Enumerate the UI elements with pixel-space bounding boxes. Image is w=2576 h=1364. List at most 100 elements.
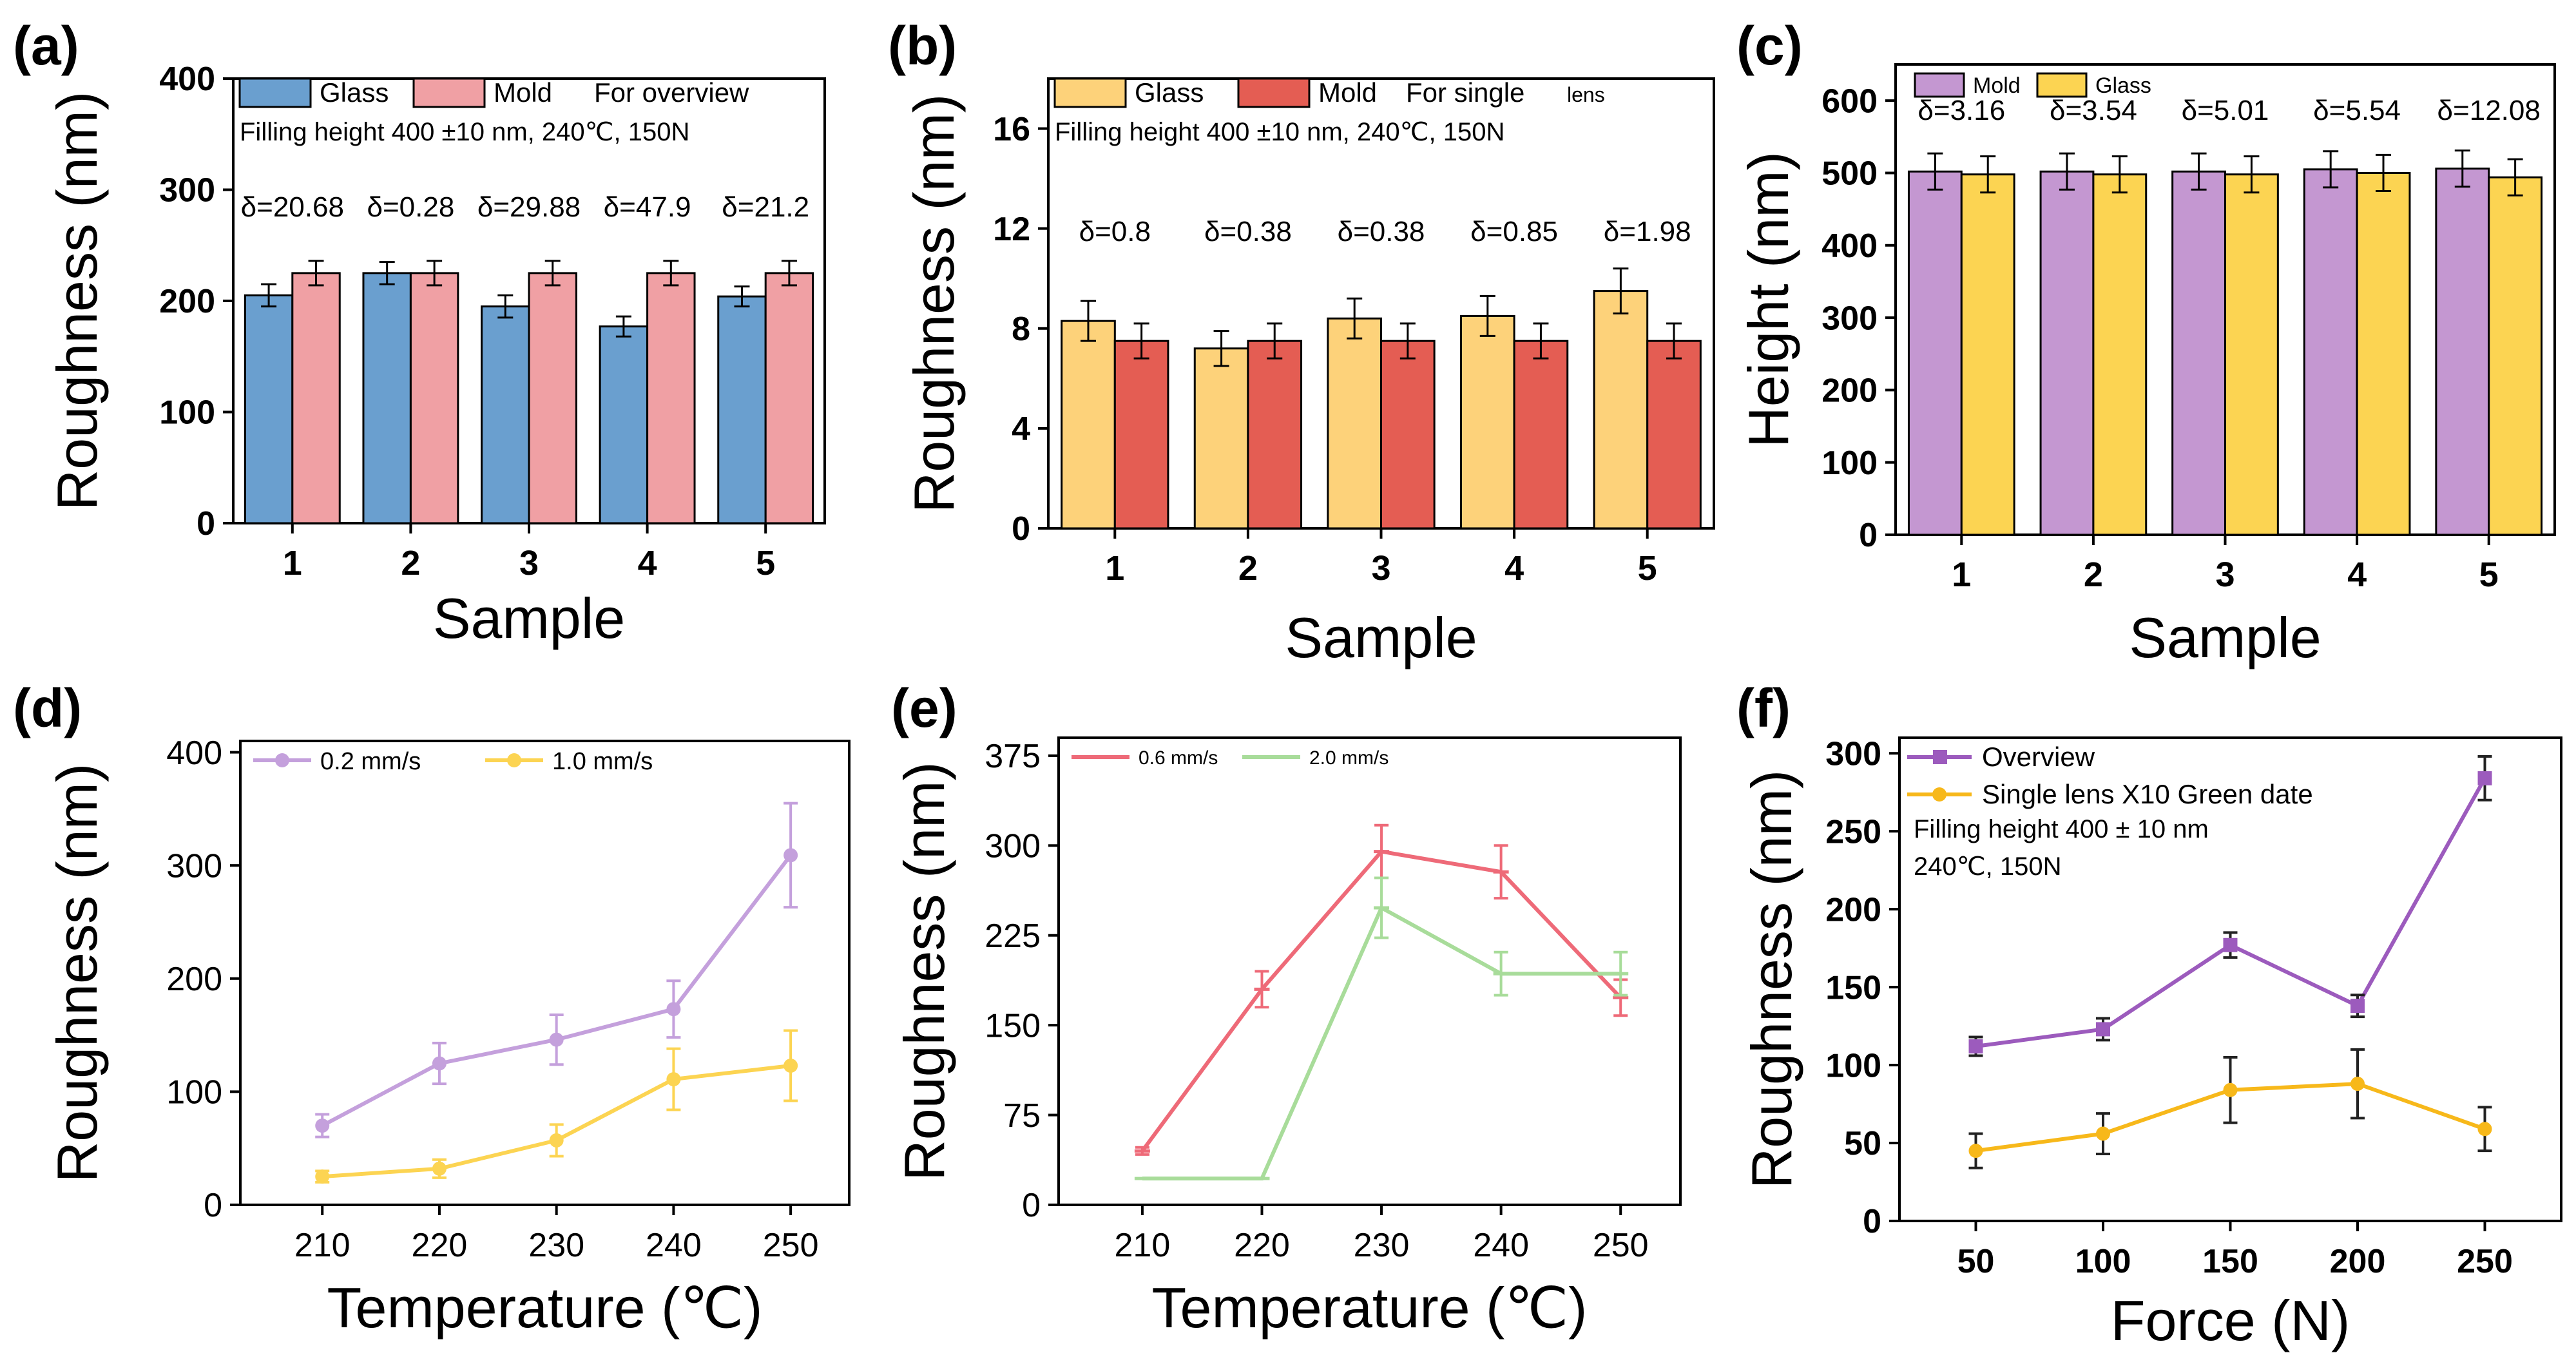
bar-glass-2 [362, 272, 412, 524]
bar-glass-4 [1459, 314, 1515, 530]
y-axis-title: Height (nm) [1736, 151, 1800, 448]
bar-mold-5 [2435, 168, 2490, 536]
y-tick-label: 200 [1825, 891, 1881, 928]
series-0-point [2096, 1022, 2110, 1037]
bar-mold-5 [764, 272, 814, 524]
annotation: 240℃, 150N [1914, 852, 2062, 881]
series-0-point [666, 1002, 681, 1017]
y-tick-label: 75 [1003, 1097, 1041, 1135]
delta-label: δ=5.54 [2313, 95, 2401, 126]
series-1-point [549, 1133, 564, 1148]
y-tick-label: 4 [1012, 410, 1030, 448]
bar-glass-3 [2224, 173, 2279, 536]
y-tick-label: 50 [1844, 1125, 1881, 1162]
bar-mold-4 [1513, 340, 1569, 530]
legend-label: 1.0 mm/s [552, 748, 653, 775]
delta-label: δ=21.2 [722, 191, 809, 223]
series-1-point [666, 1072, 681, 1087]
x-tick-label: 3 [519, 544, 539, 582]
delta-label: δ=3.16 [1918, 95, 2005, 126]
y-tick-label: 0 [1859, 517, 1878, 554]
series-0-point [1968, 1039, 1983, 1054]
y-tick-label: 100 [166, 1074, 222, 1111]
bar-glass-4 [599, 325, 649, 524]
y-tick-label: 0 [1022, 1187, 1041, 1224]
y-tick-label: 400 [1821, 227, 1878, 265]
x-tick-label: 2 [1238, 549, 1258, 588]
legend: Overview Single lens X10 Green date Fillin… [1907, 742, 2313, 881]
bar-mold-4 [2303, 168, 2358, 536]
bar-glass-1 [1061, 320, 1116, 530]
y-tick-label: 200 [166, 961, 222, 998]
series-line-1 [1142, 905, 1621, 1181]
y-tick-label: 500 [1821, 155, 1878, 193]
plot-frame [239, 740, 851, 1206]
legend-marker [275, 753, 289, 767]
x-tick-label: 220 [1234, 1227, 1290, 1264]
y-tick-label: 300 [166, 847, 222, 885]
chart-panel-b: 0 4 8 12 16 (b) Sample Roughness (nm) 1 δ=0.8 2 δ=0… [888, 15, 1715, 669]
y-axis-title: Roughness (nm) [902, 94, 966, 514]
y-tick-label: 250 [1825, 813, 1881, 850]
bar-mold-1 [1907, 170, 1963, 536]
annotation: Filling height 400 ± 10 nm [1914, 815, 2209, 843]
y-tick-label: 300 [1825, 735, 1881, 773]
y-tick-label: 150 [1825, 969, 1881, 1006]
series-line-0 [321, 854, 793, 1128]
legend: Glass Mold For overview Filling height 400 … [238, 77, 749, 146]
x-tick-label: 240 [1473, 1227, 1529, 1264]
bar-glass-3 [1327, 317, 1383, 530]
y-tick-label: 200 [1821, 372, 1878, 410]
y-tick-label: 400 [166, 735, 222, 772]
series-0-point [432, 1056, 447, 1071]
series-1-point [432, 1161, 447, 1176]
y-axis-title: Roughness (nm) [45, 764, 109, 1183]
y-tick-label: 150 [985, 1007, 1041, 1044]
bar-mold-2 [2039, 170, 2095, 536]
legend: Mold Glass [1914, 72, 2151, 98]
legend-swatch [412, 77, 486, 108]
series-1-point [2477, 1122, 2492, 1137]
delta-label: δ=0.85 [1470, 216, 1558, 247]
y-tick-label: 0 [197, 505, 215, 543]
bar-mold-5 [1646, 340, 1702, 530]
legend-label: Glass [2095, 73, 2151, 98]
legend: Glass Mold For single lens Filling height 40… [1053, 77, 1605, 146]
bar-mold-3 [1380, 340, 1436, 530]
bar-mold-1 [291, 272, 341, 524]
y-tick-label: 8 [1012, 311, 1030, 348]
legend-swatch [1053, 77, 1127, 108]
y-tick-label: 100 [1825, 1047, 1881, 1084]
legend-note: For overview [594, 77, 749, 108]
y-tick-label: 300 [985, 828, 1041, 865]
series-0-point [549, 1032, 564, 1047]
y-tick-label: 600 [1821, 82, 1878, 120]
x-tick-label: 1 [283, 544, 302, 582]
panel-label: (a) [13, 15, 79, 76]
delta-label: δ=0.38 [1204, 216, 1292, 247]
y-tick-label: 200 [159, 283, 215, 320]
series-0-point [2223, 937, 2238, 952]
x-tick-label: 230 [528, 1227, 584, 1264]
x-tick-label: 100 [2075, 1243, 2131, 1280]
x-tick-label: 4 [638, 544, 657, 582]
series-line-1 [322, 1064, 791, 1179]
legend-label: Mold [1318, 77, 1377, 108]
x-tick-label: 5 [1638, 549, 1657, 588]
y-tick-label: 0 [204, 1187, 222, 1224]
x-tick-label: 5 [756, 544, 775, 582]
x-tick-label: 220 [412, 1227, 468, 1264]
legend-marker [1932, 787, 1946, 802]
bar-mold-3 [2171, 170, 2226, 536]
legend-label: 0.6 mm/s [1139, 747, 1218, 769]
x-tick-label: 3 [1371, 549, 1390, 588]
x-tick-label: 210 [1115, 1227, 1171, 1264]
x-axis-title: Temperature (℃) [327, 1276, 763, 1340]
series-0-point [783, 848, 798, 863]
legend-note: For single [1406, 77, 1524, 108]
legend-label: 0.2 mm/s [320, 748, 421, 775]
series-1-point [2223, 1082, 2238, 1097]
legend-swatch [2036, 72, 2088, 98]
legend-label: 2.0 mm/s [1309, 747, 1389, 769]
